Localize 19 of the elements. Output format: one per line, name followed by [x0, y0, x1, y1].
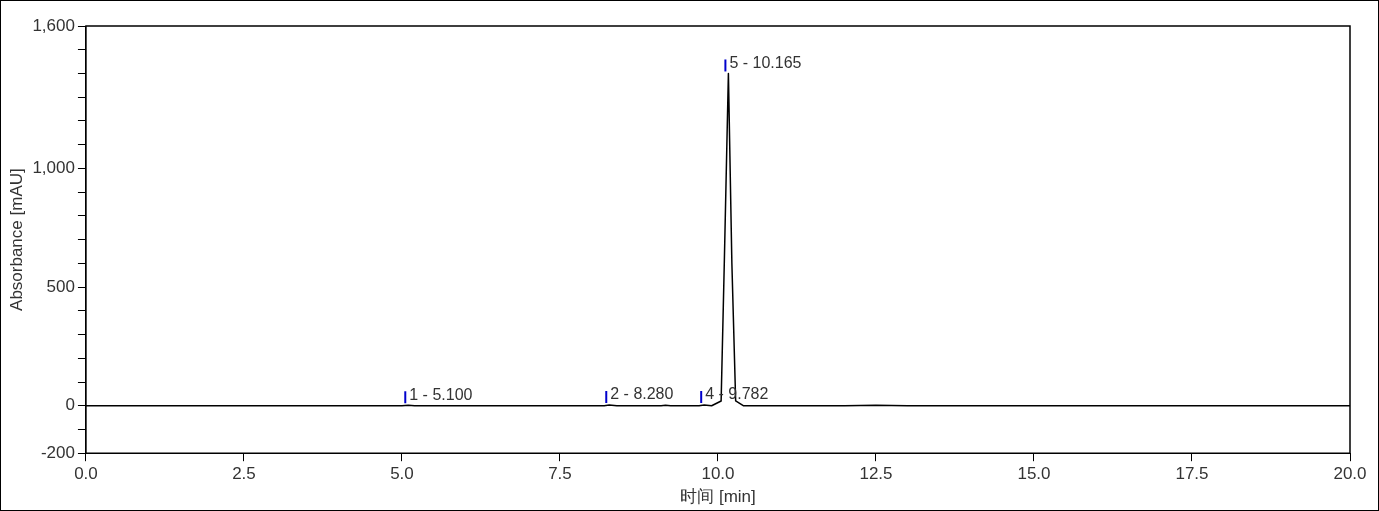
x-tick-label: 17.5 — [1175, 464, 1209, 484]
x-tick-label: 0.0 — [74, 464, 98, 484]
y-tick-label: -200 — [40, 442, 75, 462]
y-tick-label: 1,000 — [32, 158, 75, 178]
y-tick-label: 500 — [46, 276, 75, 296]
x-axis-title: 时间 [min] — [680, 487, 756, 507]
y-tick-label: 0 — [65, 395, 75, 415]
x-tick-label: 20.0 — [1333, 464, 1367, 484]
annotation: 5 - 10.165 — [729, 53, 802, 71]
y-axis-title: Absorbance [mAU] — [6, 168, 26, 311]
y-tick-label: 1,600 — [32, 15, 75, 35]
annotation: 1 - 5.100 — [409, 385, 473, 403]
x-tick-label: 7.5 — [548, 464, 572, 484]
x-tick-label: 2.5 — [232, 464, 256, 484]
annotation: 2 - 8.280 — [610, 385, 674, 403]
x-tick-label: 10.0 — [701, 464, 735, 484]
x-tick-label: 5.0 — [390, 464, 414, 484]
x-tick-label: 12.5 — [859, 464, 893, 484]
x-tick-label: 15.0 — [1017, 464, 1051, 484]
